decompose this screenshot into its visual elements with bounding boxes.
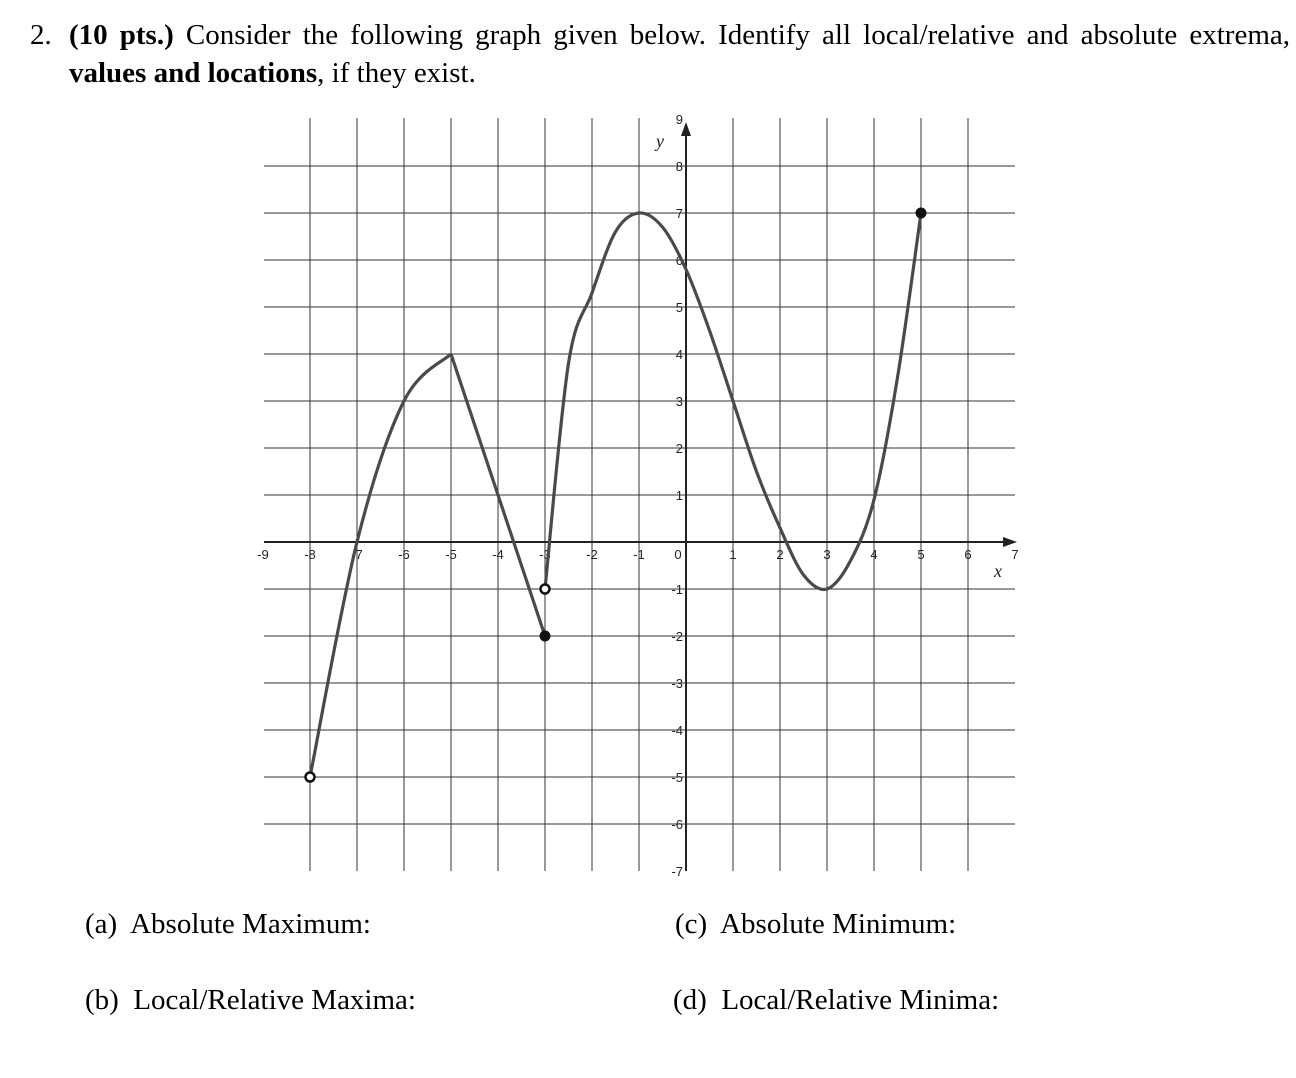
x-axis-arrow-icon — [1003, 537, 1017, 547]
part-text: Local/Relative Minima: — [721, 984, 1000, 1016]
x-tick-label: 2 — [776, 547, 783, 562]
question: 2. (10 pts.) Consider the following grap… — [30, 16, 1290, 92]
function-curve — [308, 352, 453, 778]
y-tick-label: 2 — [676, 441, 683, 456]
y-tick-label: 3 — [676, 394, 683, 409]
y-tick-label: 5 — [676, 300, 683, 315]
question-text-1: Consider the following graph given below… — [173, 19, 1290, 51]
x-tick-label: 0 — [674, 547, 681, 562]
part-d: (d) Local/Relative Minima: — [673, 984, 999, 1017]
x-tick-label: -5 — [445, 547, 457, 562]
y-axis-arrow-icon — [681, 122, 691, 136]
part-text: Absolute Maximum: — [130, 908, 371, 940]
part-b: (b) Local/Relative Maxima: — [85, 984, 416, 1017]
x-tick-label: 4 — [870, 547, 877, 562]
y-tick-label: -7 — [671, 864, 683, 879]
y-tick-label: -4 — [671, 723, 683, 738]
x-tick-label: 5 — [917, 547, 924, 562]
open-endpoint — [539, 583, 551, 595]
x-tick-label: 1 — [729, 547, 736, 562]
x-tick-label: 3 — [823, 547, 830, 562]
x-tick-label: -9 — [257, 547, 269, 562]
y-tick-label: -5 — [671, 770, 683, 785]
part-text: Local/Relative Maxima: — [133, 984, 416, 1016]
question-bold: values and locations — [69, 57, 318, 89]
x-tick-label: 7 — [1011, 547, 1018, 562]
x-tick-label: -8 — [304, 547, 316, 562]
y-axis-label: y — [654, 131, 664, 151]
part-a: (a) Absolute Maximum: — [85, 908, 371, 941]
y-tick-label: 4 — [676, 347, 683, 362]
y-tick-label: -1 — [671, 582, 683, 597]
part-label: (a) — [85, 908, 118, 940]
part-text: Absolute Minimum: — [720, 908, 957, 940]
y-tick-label: 1 — [676, 488, 683, 503]
function-curve — [543, 211, 923, 592]
x-tick-label: -6 — [398, 547, 410, 562]
question-text-2: , if they exist. — [317, 57, 476, 89]
y-tick-label: 7 — [676, 206, 683, 221]
closed-endpoint — [539, 630, 551, 642]
x-tick-label: 6 — [964, 547, 971, 562]
part-label: (d) — [673, 984, 707, 1016]
y-tick-label: 6 — [676, 253, 683, 268]
x-tick-label: -2 — [586, 547, 598, 562]
function-curve — [449, 353, 547, 637]
question-points: (10 pts.) — [69, 19, 174, 51]
x-axis-label: x — [993, 561, 1002, 581]
open-endpoint — [304, 771, 316, 783]
part-label: (c) — [675, 908, 708, 940]
y-tick-label: -6 — [671, 817, 683, 832]
x-tick-label: -4 — [492, 547, 504, 562]
part-c: (c) Absolute Minimum: — [675, 908, 956, 941]
x-tick-label: -7 — [351, 547, 363, 562]
part-label: (b) — [85, 984, 119, 1016]
y-tick-label: -2 — [671, 629, 683, 644]
y-tick-label: 9 — [676, 112, 683, 127]
y-tick-label: -3 — [671, 676, 683, 691]
x-tick-label: -3 — [539, 547, 551, 562]
closed-endpoint — [915, 207, 927, 219]
x-tick-label: -1 — [633, 547, 645, 562]
question-number: 2. — [30, 19, 52, 51]
y-tick-label: 8 — [676, 159, 683, 174]
